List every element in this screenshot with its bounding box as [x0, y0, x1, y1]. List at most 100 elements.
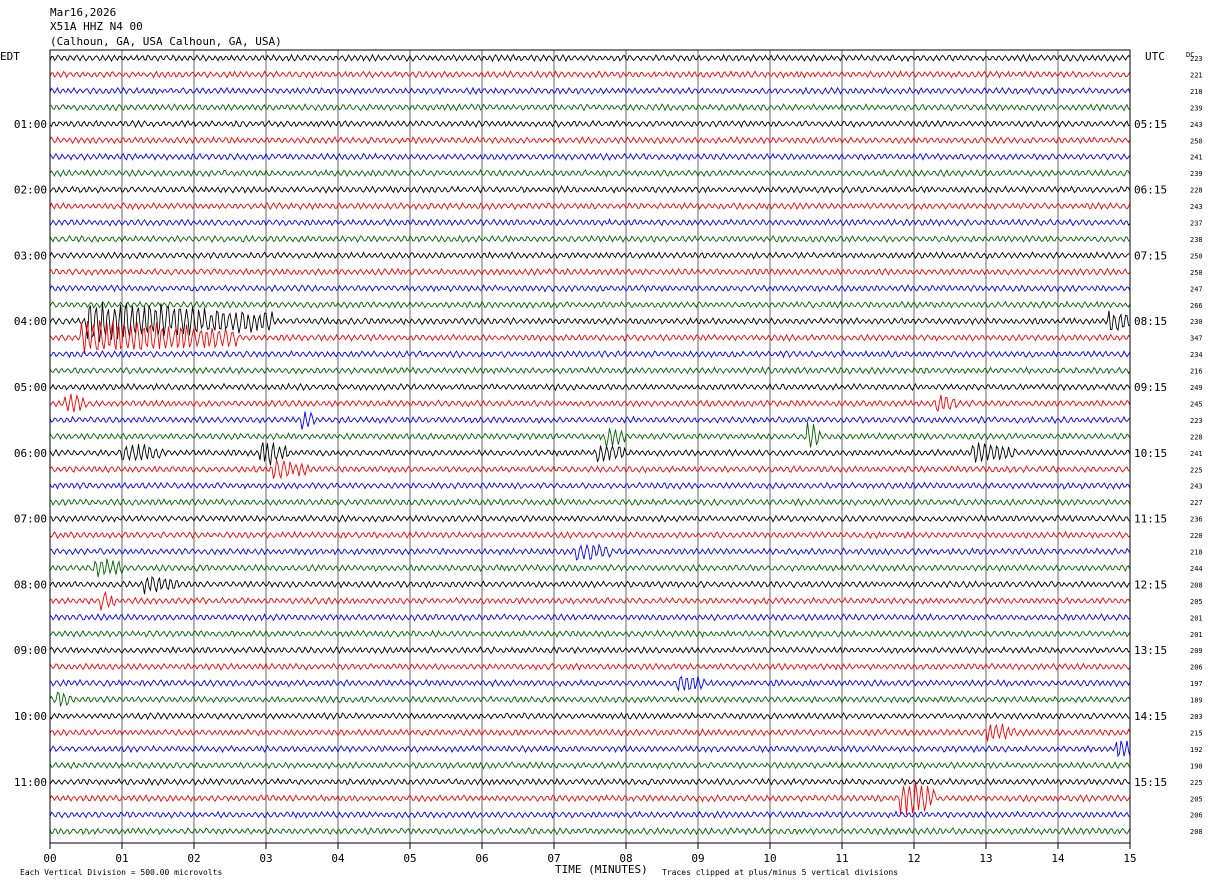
trace-line: [49, 119, 1131, 129]
dc-value: 190: [1190, 762, 1203, 770]
dc-value: 189: [1190, 697, 1203, 705]
x-axis-title: TIME (MINUTES): [555, 863, 648, 876]
trace-line: [49, 691, 1131, 708]
trace-line: [49, 723, 1131, 742]
x-tick-label: 07: [547, 852, 560, 865]
edt-time-label: 01:00: [14, 118, 47, 131]
dc-value-labels: 223 221 218 239 243 250 241 239 228 243 237 238 250 2…: [1190, 55, 1203, 836]
edt-time-label: 05:00: [14, 381, 47, 394]
dc-value: 223: [1190, 55, 1203, 63]
trace-line: [49, 70, 1131, 79]
utc-time-label: 15:15: [1134, 776, 1167, 789]
station-label: X51A HHZ N4 00: [50, 20, 143, 33]
dc-value: 245: [1190, 400, 1203, 408]
trace-line: [49, 218, 1131, 227]
utc-time-label: 13:15: [1134, 644, 1167, 657]
time-gridlines: [121, 50, 1059, 843]
right-timezone-label: UTC: [1145, 50, 1165, 63]
dc-value: 244: [1190, 565, 1203, 573]
trace-line: [49, 349, 1131, 359]
edt-time-label: 09:00: [14, 644, 47, 657]
edt-time-label: 02:00: [14, 184, 47, 197]
trace-line: [49, 781, 1131, 815]
trace-line: [49, 530, 1131, 540]
clip-note: Traces clipped at plus/minus 5 vertical …: [662, 868, 898, 877]
x-tick-label: 12: [907, 852, 920, 865]
trace-line: [49, 442, 1131, 466]
trace-line: [49, 514, 1131, 523]
x-tick-label: 01: [115, 852, 128, 865]
trace-line: [49, 393, 1131, 413]
date-label: Mar16,2026: [50, 6, 116, 19]
dc-value: 208: [1190, 581, 1203, 589]
x-tick-label: 13: [979, 852, 992, 865]
dc-value: 347: [1190, 335, 1203, 343]
dc-value: 201: [1190, 614, 1203, 622]
x-axis-ticks: 00 01 02 03 04 05 06 07 08 09 10 11 12 13 14 15: [43, 843, 1137, 865]
dc-value: 243: [1190, 121, 1203, 129]
edt-time-label: 07:00: [14, 513, 47, 526]
dc-value: 218: [1190, 88, 1203, 96]
dc-value: 227: [1190, 499, 1203, 507]
dc-value: 223: [1190, 417, 1203, 425]
trace-line: [49, 411, 1131, 430]
dc-value: 208: [1190, 828, 1203, 836]
x-tick-label: 14: [1051, 852, 1065, 865]
edt-time-label: 04:00: [14, 315, 47, 328]
trace-line: [49, 366, 1131, 375]
dc-value: 243: [1190, 203, 1203, 211]
dc-value: 192: [1190, 746, 1203, 754]
dc-value: 237: [1190, 220, 1203, 228]
trace-line: [49, 53, 1131, 63]
trace-line: [49, 612, 1131, 622]
dc-value: 236: [1190, 516, 1203, 524]
trace-line: [49, 382, 1131, 392]
trace-line: [49, 267, 1131, 277]
utc-time-label: 08:15: [1134, 315, 1167, 328]
utc-time-label: 11:15: [1134, 513, 1167, 526]
trace-line: [49, 777, 1131, 786]
dc-value: 239: [1190, 104, 1203, 112]
utc-time-label: 06:15: [1134, 184, 1167, 197]
seismic-traces: [49, 53, 1131, 836]
dc-value: 218: [1190, 549, 1203, 557]
x-tick-label: 09: [691, 852, 704, 865]
trace-line: [49, 301, 1131, 342]
trace-line: [49, 421, 1131, 448]
dc-value: 209: [1190, 647, 1203, 655]
x-tick-label: 15: [1123, 852, 1136, 865]
trace-line: [49, 629, 1131, 639]
trace-line: [49, 152, 1131, 161]
scale-note: Each Vertical Division = 500.00 microvol…: [20, 868, 222, 877]
x-tick-label: 00: [43, 852, 56, 865]
edt-time-label: 06:00: [14, 447, 47, 460]
dc-value: 197: [1190, 680, 1203, 688]
edt-time-label: 03:00: [14, 249, 47, 262]
trace-line: [49, 135, 1131, 145]
x-tick-label: 11: [835, 852, 848, 865]
trace-line: [49, 711, 1131, 721]
utc-time-label: 10:15: [1134, 447, 1167, 460]
trace-line: [49, 675, 1131, 692]
dc-value: 205: [1190, 598, 1203, 606]
trace-line: [49, 558, 1131, 578]
x-tick-label: 08: [619, 852, 632, 865]
trace-line: [49, 575, 1131, 595]
trace-line: [49, 168, 1131, 178]
trace-line: [49, 234, 1131, 244]
x-tick-label: 06: [475, 852, 488, 865]
trace-line: [49, 760, 1131, 770]
dc-value: 250: [1190, 269, 1203, 277]
utc-time-label: 07:15: [1134, 249, 1167, 262]
utc-time-labels: 05:15 06:15 07:15 08:15 09:15 10:15 11:15 12:15…: [1134, 118, 1167, 789]
dc-value: 225: [1190, 779, 1203, 787]
dc-value: 206: [1190, 812, 1203, 820]
dc-value: 247: [1190, 285, 1203, 293]
dc-value: 239: [1190, 170, 1203, 178]
trace-line: [49, 459, 1131, 480]
trace-line: [49, 645, 1131, 655]
dc-value: 266: [1190, 302, 1203, 310]
x-tick-label: 02: [187, 852, 200, 865]
trace-line: [49, 86, 1131, 96]
trace-line: [49, 103, 1131, 112]
